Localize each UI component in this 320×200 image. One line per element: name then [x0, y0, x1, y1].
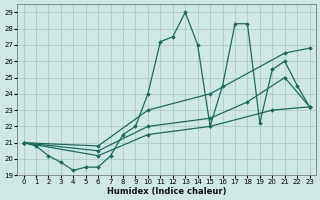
- X-axis label: Humidex (Indice chaleur): Humidex (Indice chaleur): [107, 187, 226, 196]
